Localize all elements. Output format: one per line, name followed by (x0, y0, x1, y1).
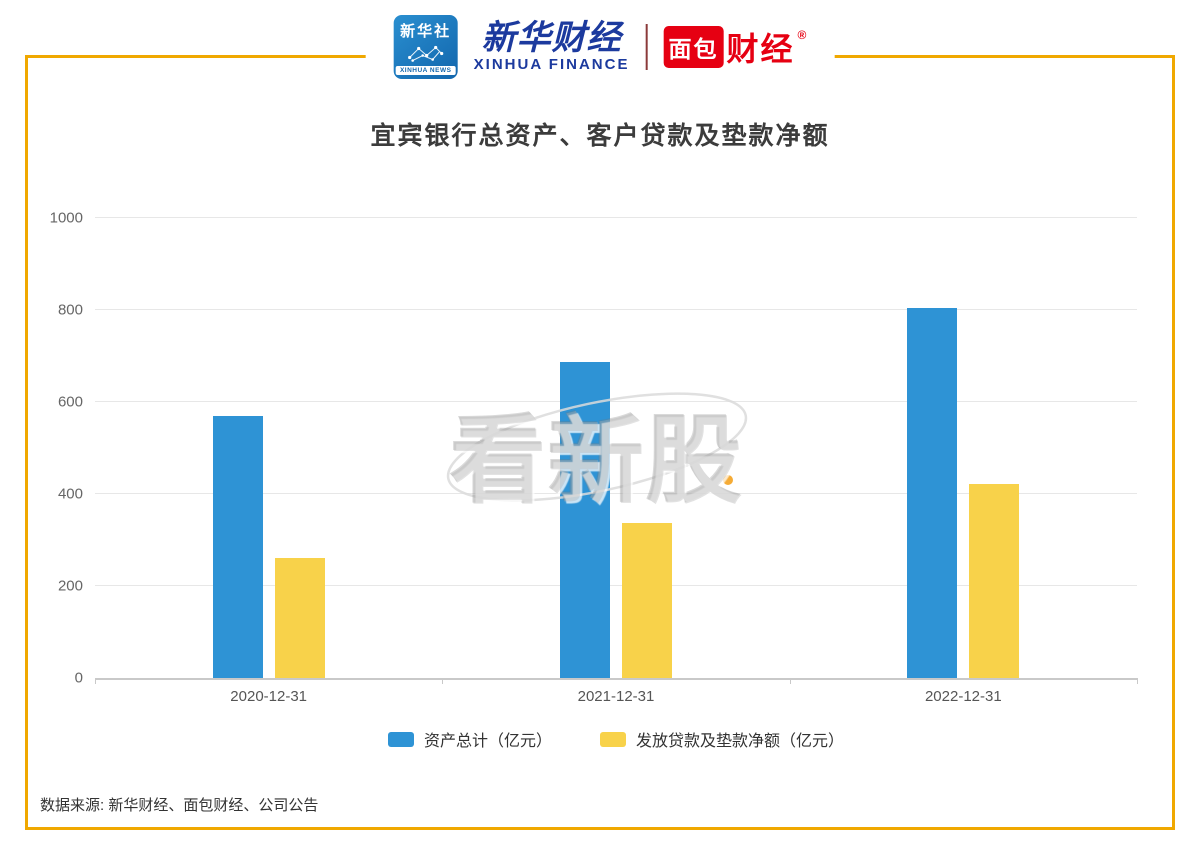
mianbao-text: 财经 (726, 31, 795, 67)
bar-group (95, 218, 442, 678)
mianbao-finance-logo: 面包 财经 ® (663, 24, 806, 70)
bar-total-assets (907, 308, 958, 678)
plot-area (95, 217, 1138, 684)
legend-marker-net-loans (600, 731, 626, 747)
bar-net-loans (621, 522, 672, 678)
x-axis-label: 2021-12-31 (577, 688, 655, 705)
brand-header: 新华社 XINHUA NEWS 新华财经 XINHUA FINANCE (365, 4, 835, 90)
y-axis-label: 1000 (49, 209, 83, 227)
x-axis-tick (95, 678, 96, 684)
legend: 资产总计（亿元） 发放贷款及垫款净额（亿元） (95, 727, 1137, 751)
y-axis-label: 400 (57, 485, 83, 503)
y-axis-label: 0 (74, 669, 83, 687)
y-axis-label: 800 (57, 301, 83, 319)
legend-marker-total-assets (387, 731, 414, 747)
mianbao-box: 面包 (663, 26, 724, 68)
legend-item-total-assets: 资产总计（亿元） (387, 727, 552, 751)
chart: 0 200 400 600 800 1000 2020-12-31 2021-12-31 20… (40, 182, 1142, 782)
legend-item-net-loans: 发放贷款及垫款净额（亿元） (600, 727, 844, 751)
legend-label-total-assets: 资产总计（亿元） (423, 733, 552, 750)
x-axis-label: 2022-12-31 (924, 688, 1002, 705)
x-axis: 2020-12-31 2021-12-31 2022-12-31 (95, 688, 1137, 712)
bar-net-loans (969, 484, 1020, 678)
xinhua-finance-logo: 新华财经 XINHUA FINANCE (474, 21, 630, 72)
registered-mark: ® (797, 28, 807, 42)
xinhua-news-en: XINHUA NEWS (395, 66, 456, 75)
bar-group (790, 218, 1137, 678)
content-frame: 宜宾银行总资产、客户贷款及垫款净额 0 200 400 600 800 1000 2020… (25, 55, 1175, 830)
xinhua-finance-cn: 新华财经 (481, 20, 622, 58)
data-source: 数据来源: 新华财经、面包财经、公司公告 (40, 797, 319, 814)
x-axis-tick (789, 678, 791, 684)
xinhua-finance-en: XINHUA FINANCE (473, 55, 630, 73)
bar-total-assets (559, 362, 610, 678)
bar-group (442, 218, 789, 678)
x-axis-label: 2020-12-31 (230, 688, 308, 705)
brand-divider (645, 24, 648, 70)
y-axis-label: 600 (57, 393, 83, 411)
gridline (95, 309, 1137, 310)
gridline (95, 217, 1137, 218)
gridline (95, 585, 1137, 586)
bar-total-assets (212, 415, 263, 678)
xinhua-news-logo: 新华社 XINHUA NEWS (393, 15, 458, 79)
x-axis-tick (442, 678, 444, 684)
x-axis-tick (1137, 678, 1138, 684)
y-axis: 0 200 400 600 800 1000 (40, 210, 95, 687)
chart-title: 宜宾银行总资产、客户贷款及垫款净额 (370, 122, 830, 150)
bar-net-loans (274, 557, 325, 678)
y-axis-label: 200 (57, 577, 83, 595)
network-globe-icon (408, 45, 444, 62)
xinhua-news-cn: 新华社 (400, 23, 452, 40)
legend-label-net-loans: 发放贷款及垫款净额（亿元） (636, 733, 845, 750)
